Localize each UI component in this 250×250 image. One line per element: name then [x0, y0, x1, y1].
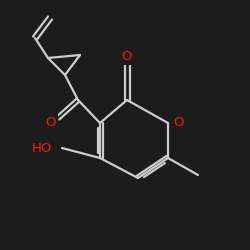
Text: O: O	[173, 116, 183, 130]
Text: O: O	[46, 116, 56, 128]
Text: HO: HO	[32, 142, 52, 154]
Text: O: O	[122, 50, 132, 64]
